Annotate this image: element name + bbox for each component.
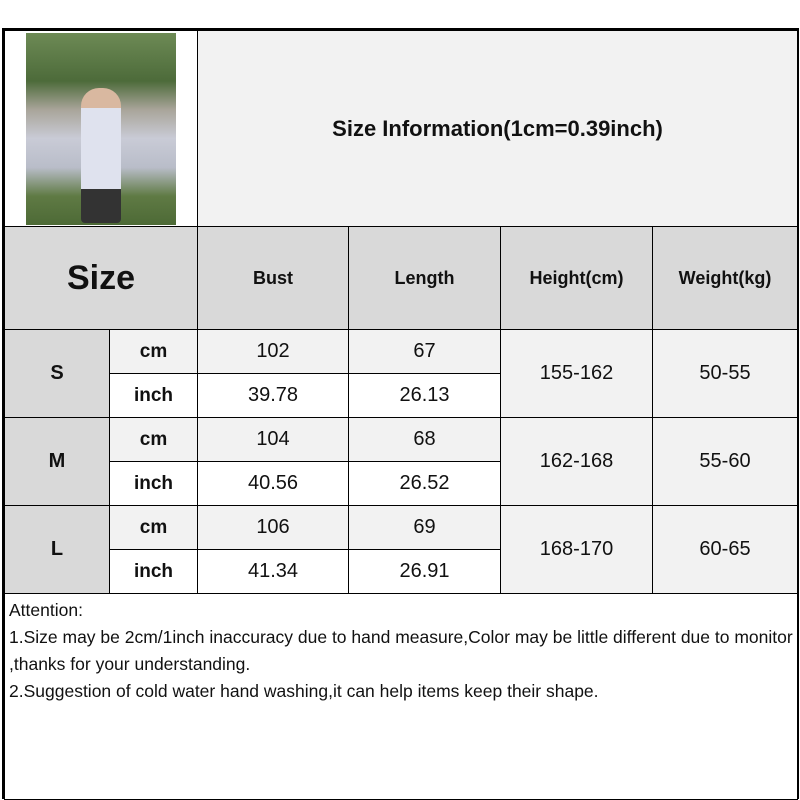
length-inch: 26.91 <box>348 549 501 594</box>
product-photo <box>26 32 176 225</box>
bust-cm: 102 <box>197 329 349 374</box>
length-inch: 26.13 <box>348 373 501 418</box>
chart-title: Size Information(1cm=0.39inch) <box>196 30 799 227</box>
unit-label: inch <box>109 549 198 594</box>
size-row-cm: L cm 106 69 168-170 60-65 <box>4 505 799 594</box>
unit-label: inch <box>109 373 198 418</box>
header-bust: Bust <box>197 226 349 330</box>
bust-inch: 40.56 <box>197 461 349 506</box>
height-range: 162-168 <box>500 417 653 506</box>
length-cm: 67 <box>348 329 501 374</box>
header-height: Height(cm) <box>500 226 653 330</box>
weight-range: 55-60 <box>651 417 799 506</box>
length-cm: 68 <box>348 417 501 462</box>
attention-notes: Attention: 1.Size may be 2cm/1inch inacc… <box>3 593 799 800</box>
attention-line-1: 1.Size may be 2cm/1inch inaccuracy due t… <box>9 627 793 674</box>
size-row-inch: inch 40.56 26.52 <box>5 461 798 506</box>
height-range: 155-162 <box>500 329 653 418</box>
size-chart: Size Information(1cm=0.39inch) Size Bust… <box>2 28 799 800</box>
size-row-inch: inch 41.34 26.91 <box>5 549 798 594</box>
product-photo-cell <box>4 30 198 227</box>
size-row-cm: S cm 102 67 155-162 50-55 <box>4 329 799 418</box>
bust-inch: 39.78 <box>197 373 349 418</box>
length-cm: 69 <box>348 505 501 550</box>
unit-label: cm <box>109 329 198 374</box>
header-size: Size <box>4 226 198 330</box>
bust-cm: 104 <box>197 417 349 462</box>
unit-label: cm <box>109 417 198 462</box>
weight-range: 50-55 <box>651 329 799 418</box>
size-row-cm: M cm 104 68 162-168 55-60 <box>4 417 799 506</box>
unit-label: cm <box>109 505 198 550</box>
size-row-inch: inch 39.78 26.13 <box>5 373 798 418</box>
height-range: 168-170 <box>500 505 653 594</box>
header-length: Length <box>348 226 501 330</box>
bust-inch: 41.34 <box>197 549 349 594</box>
length-inch: 26.52 <box>348 461 501 506</box>
size-label: L <box>4 505 110 594</box>
attention-heading: Attention: <box>9 600 83 620</box>
size-label: M <box>4 417 110 506</box>
header-weight: Weight(kg) <box>651 226 799 330</box>
bust-cm: 106 <box>197 505 349 550</box>
attention-line-2: 2.Suggestion of cold water hand washing,… <box>9 681 599 701</box>
weight-range: 60-65 <box>651 505 799 594</box>
size-label: S <box>4 329 110 418</box>
unit-label: inch <box>109 461 198 506</box>
